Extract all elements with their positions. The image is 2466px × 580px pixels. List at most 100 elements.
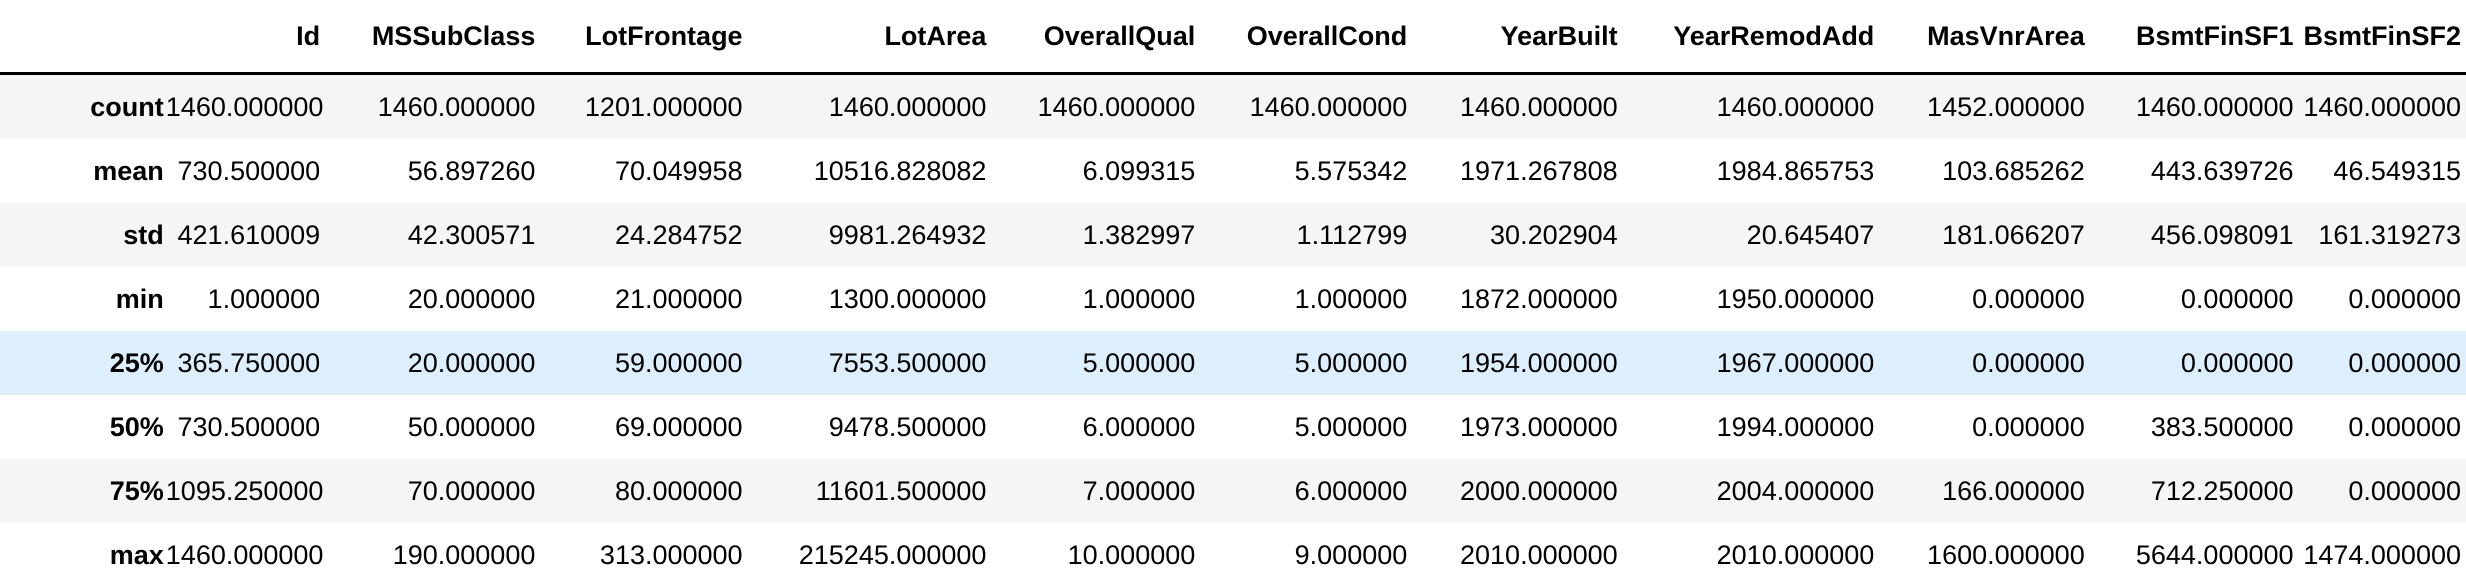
table-cell: 0.000000: [1972, 283, 2085, 314]
table-cell: 0.000000: [1972, 347, 2085, 378]
table-cell: 20.645407: [1746, 219, 1875, 250]
table-row: std 421.610009 42.300571 24.284752 9981.2649…: [0, 203, 2466, 267]
table-cell: 103.685262: [1942, 155, 2085, 186]
column-header-mssubclass: MSSubClass: [325, 0, 541, 75]
table-cell: 1474.000000: [2303, 539, 2461, 570]
table-cell: 50.000000: [407, 411, 536, 442]
table-cell: 1971.267808: [1460, 155, 1618, 186]
table-cell: 5.000000: [1294, 347, 1408, 378]
table-row: mean 730.500000 56.897260 70.049958 10516.82…: [0, 139, 2466, 203]
column-header-yearbuilt: YearBuilt: [1412, 0, 1623, 75]
table-cell: 24.284752: [614, 219, 743, 250]
table-cell: 2000.000000: [1460, 475, 1618, 506]
table-cell: 42.300571: [407, 219, 536, 250]
table-row: min 1.000000 20.000000 21.000000 1300.000000…: [0, 267, 2466, 331]
table-cell: 6.000000: [1294, 475, 1408, 506]
header-row: Id MSSubClass LotFrontage LotArea Overal…: [0, 0, 2466, 75]
table-cell: 2010.000000: [1716, 539, 1875, 570]
column-header-overallqual: OverallQual: [991, 0, 1201, 75]
row-label: count: [90, 91, 164, 122]
column-header-lotfrontage: LotFrontage: [540, 0, 748, 75]
table-cell: 11601.500000: [815, 475, 987, 506]
table-cell: 7553.500000: [828, 347, 987, 378]
table-cell: 69.000000: [614, 411, 743, 442]
table-cell: 190.000000: [392, 539, 536, 570]
table-cell: 215245.000000: [798, 539, 987, 570]
table-cell: 9.000000: [1294, 539, 1408, 570]
table-cell: 0.000000: [1972, 411, 2085, 442]
table-cell: 20.000000: [407, 283, 536, 314]
row-label: 50%: [109, 411, 164, 442]
table-cell: 456.098091: [2150, 219, 2294, 250]
table-body: count 1460.000000 1460.000000 1201.000000 14…: [0, 73, 2466, 580]
table-row: 50% 730.500000 50.000000 69.000000 9478.5000…: [0, 395, 2466, 459]
table-cell: 712.250000: [2150, 475, 2294, 506]
column-header-masvnrarea: MasVnrArea: [1879, 0, 2090, 75]
table-cell: 1994.000000: [1716, 411, 1875, 442]
table-cell: 1460.000000: [165, 91, 324, 122]
row-label: 75%: [109, 475, 164, 506]
row-label: max: [109, 539, 164, 570]
table-cell: 1954.000000: [1460, 347, 1618, 378]
table-cell: 0.000000: [2348, 411, 2461, 442]
column-header-lotarea: LotArea: [747, 0, 992, 75]
table-cell: 20.000000: [407, 347, 536, 378]
table-cell: 1.382997: [1082, 219, 1196, 250]
table-cell: 443.639726: [2150, 155, 2294, 186]
table-cell: 1452.000000: [1927, 91, 2085, 122]
table-cell: 1600.000000: [1927, 539, 2085, 570]
table-cell: 313.000000: [599, 539, 743, 570]
table-cell: 56.897260: [407, 155, 536, 186]
row-label: std: [123, 219, 164, 250]
table-cell: 30.202904: [1490, 219, 1618, 250]
table-cell: 1201.000000: [584, 91, 743, 122]
table-cell: 6.000000: [1082, 411, 1196, 442]
table-cell: 181.066207: [1942, 219, 2085, 250]
table-row: max 1460.000000 190.000000 313.000000 215245…: [0, 523, 2466, 580]
table-cell: 1460.000000: [828, 91, 987, 122]
row-label: mean: [93, 155, 164, 186]
table-cell: 1300.000000: [828, 283, 987, 314]
table-cell: 1.000000: [207, 283, 321, 314]
table-cell: 1973.000000: [1460, 411, 1618, 442]
table-cell: 1872.000000: [1460, 283, 1618, 314]
table-cell: 1460.000000: [1037, 91, 1196, 122]
table-cell: 365.750000: [177, 347, 321, 378]
table-cell: 0.000000: [2348, 347, 2461, 378]
table-cell: 7.000000: [1082, 475, 1196, 506]
table-cell: 1460.000000: [1460, 91, 1618, 122]
table-cell: 5.575342: [1294, 155, 1408, 186]
table-row: 75% 1095.250000 70.000000 80.000000 11601.50…: [0, 459, 2466, 523]
table-cell: 6.099315: [1082, 155, 1196, 186]
table-cell: 1460.000000: [1249, 91, 1408, 122]
table-cell: 1460.000000: [2135, 91, 2294, 122]
table-cell: 2004.000000: [1716, 475, 1875, 506]
table-cell: 9478.500000: [828, 411, 987, 442]
table-cell: 0.000000: [2180, 283, 2294, 314]
table-row: count 1460.000000 1460.000000 1201.000000 14…: [0, 73, 2466, 139]
column-header-yearremodadd: YearRemodAdd: [1622, 0, 1880, 75]
table-cell: 421.610009: [177, 219, 321, 250]
column-header-bsmtfinsf2: BsmtFinSF2: [2298, 0, 2466, 75]
table-cell: 1460.000000: [2303, 91, 2461, 122]
table-cell: 5.000000: [1082, 347, 1196, 378]
table-cell: 9981.264932: [828, 219, 987, 250]
table-cell: 80.000000: [614, 475, 743, 506]
table-cell: 2010.000000: [1460, 539, 1618, 570]
table-header: Id MSSubClass LotFrontage LotArea Overal…: [0, 0, 2466, 75]
table-cell: 1460.000000: [165, 539, 324, 570]
row-label: min: [115, 283, 164, 314]
table-cell: 21.000000: [614, 283, 743, 314]
table-cell: 0.000000: [2348, 475, 2461, 506]
table-cell: 166.000000: [1942, 475, 2085, 506]
table-cell: 1984.865753: [1716, 155, 1875, 186]
table-cell: 10.000000: [1067, 539, 1196, 570]
table-cell: 0.000000: [2180, 347, 2294, 378]
table-cell: 1950.000000: [1716, 283, 1875, 314]
index-header: [0, 0, 166, 75]
row-label: 25%: [109, 347, 164, 378]
column-header-id: Id: [165, 0, 326, 75]
table-cell: 5644.000000: [2135, 539, 2294, 570]
